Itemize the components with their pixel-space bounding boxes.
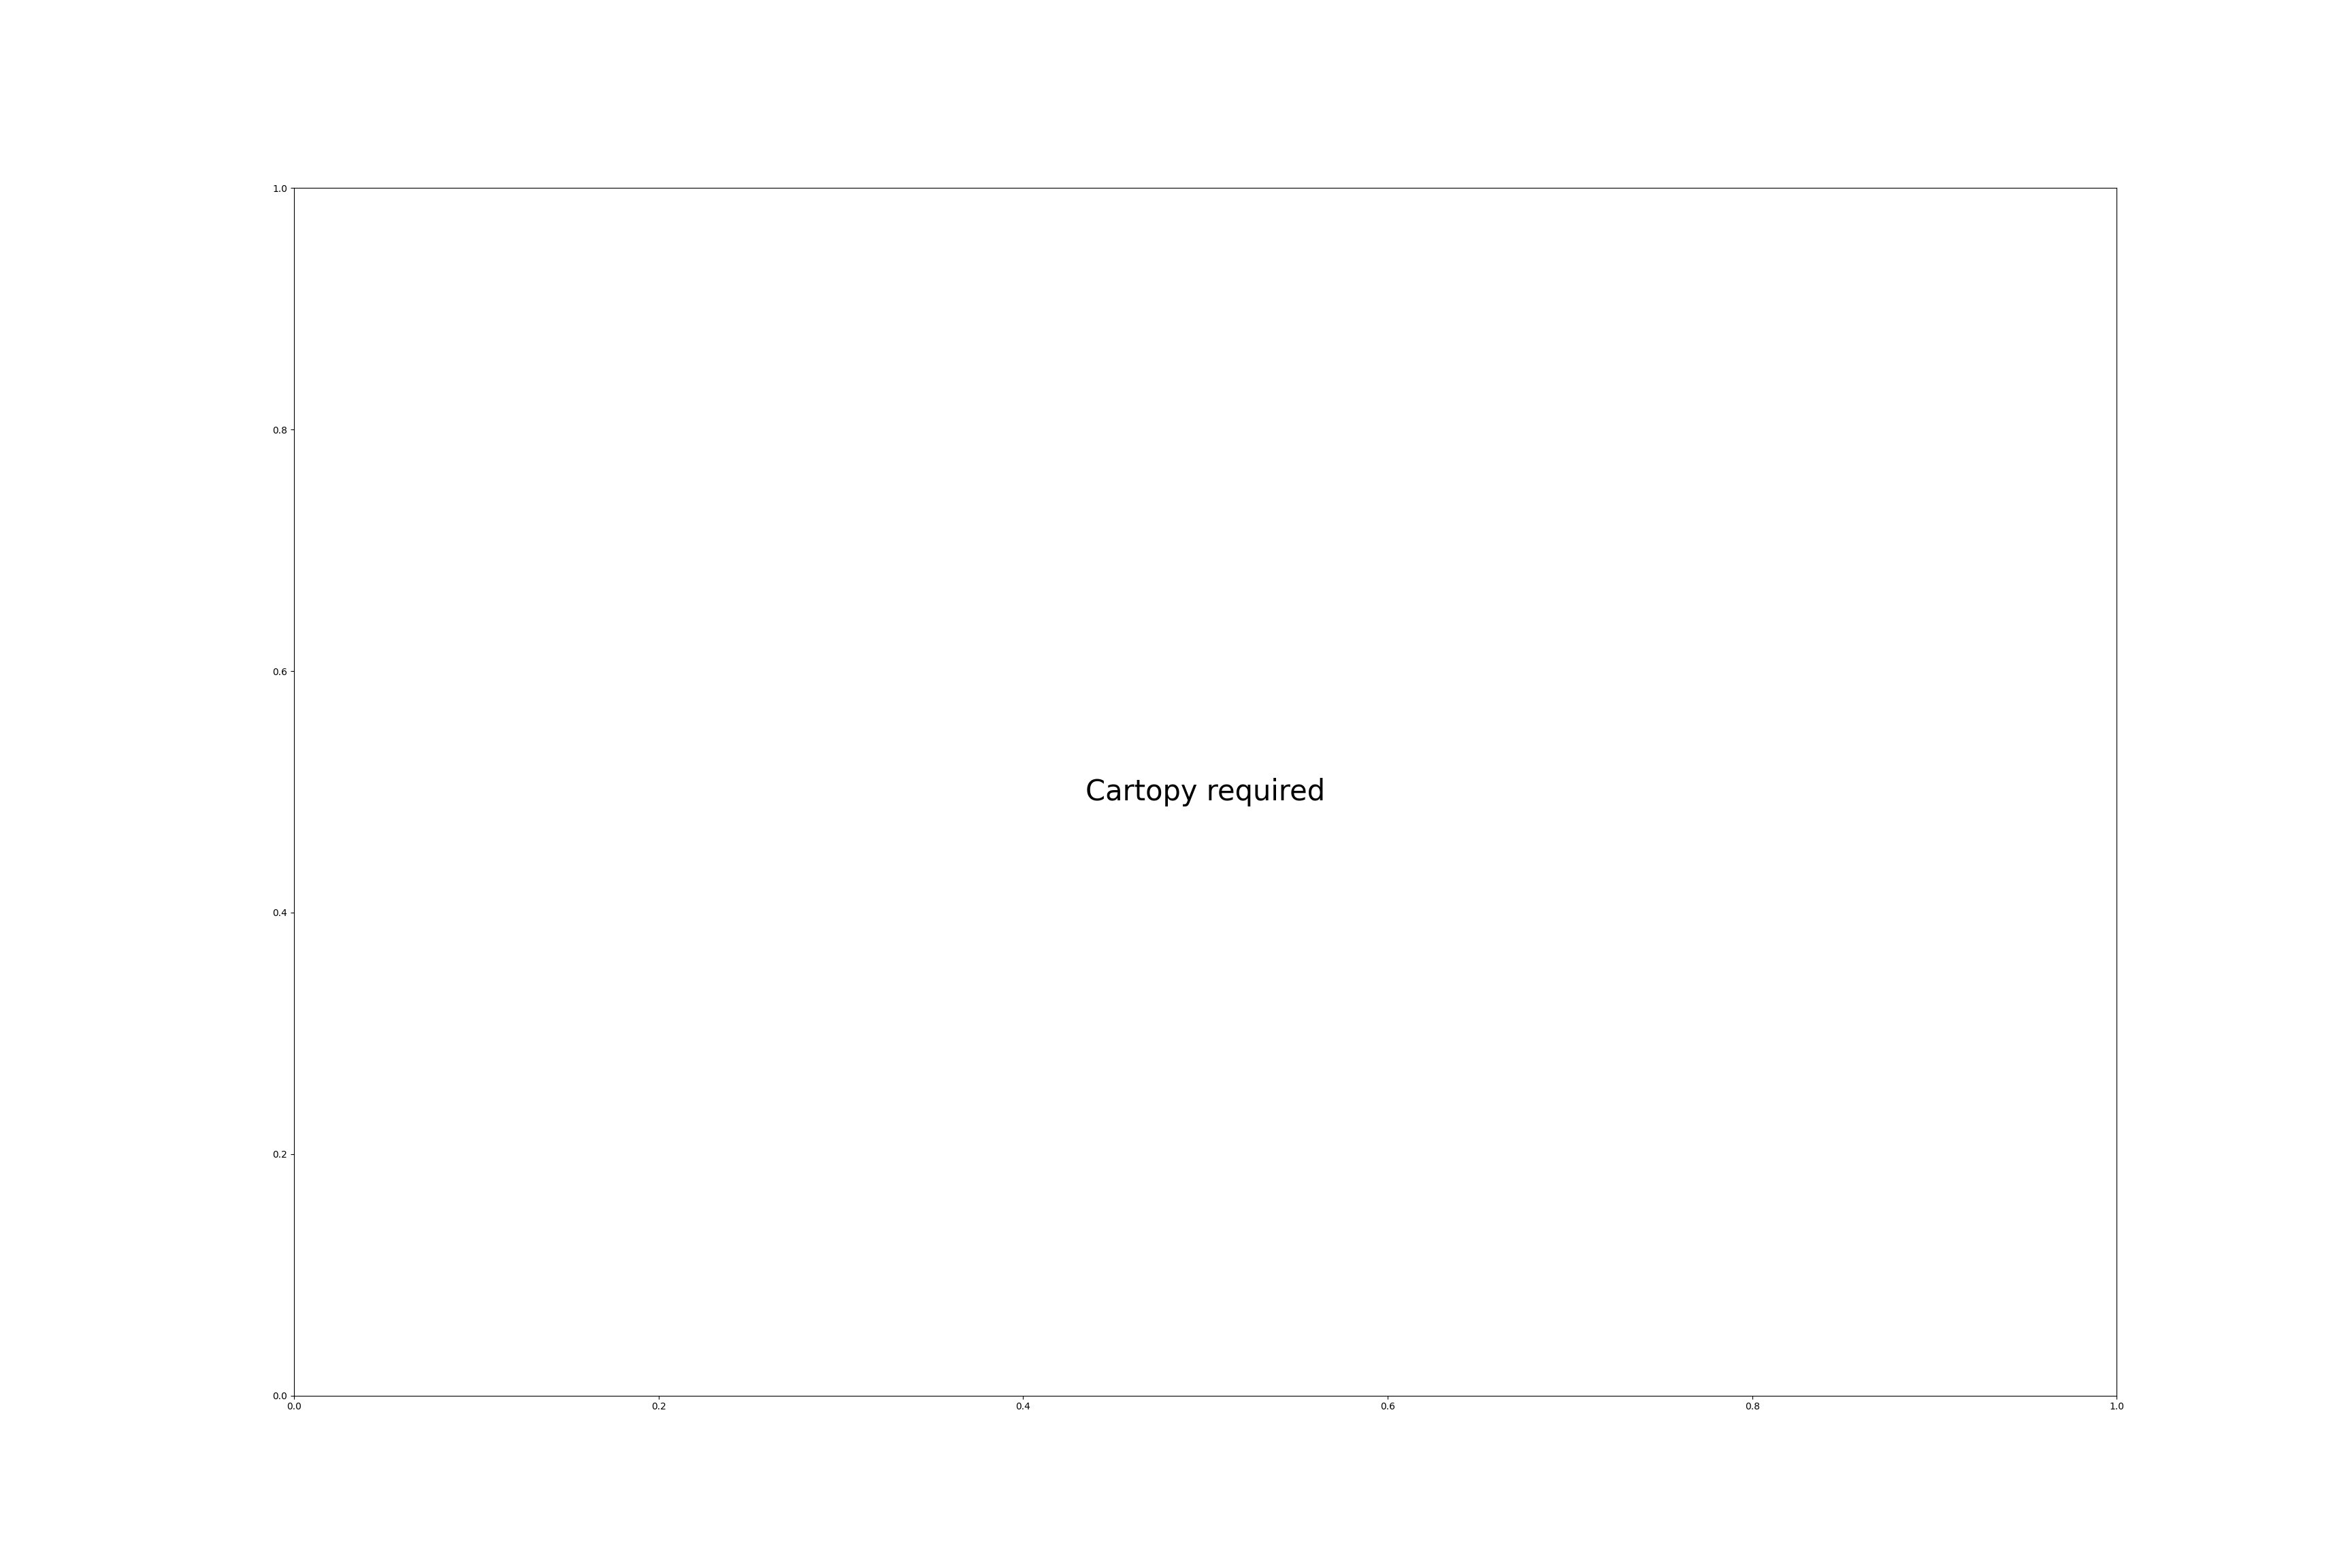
Text: Cartopy required: Cartopy required bbox=[1087, 778, 1324, 806]
